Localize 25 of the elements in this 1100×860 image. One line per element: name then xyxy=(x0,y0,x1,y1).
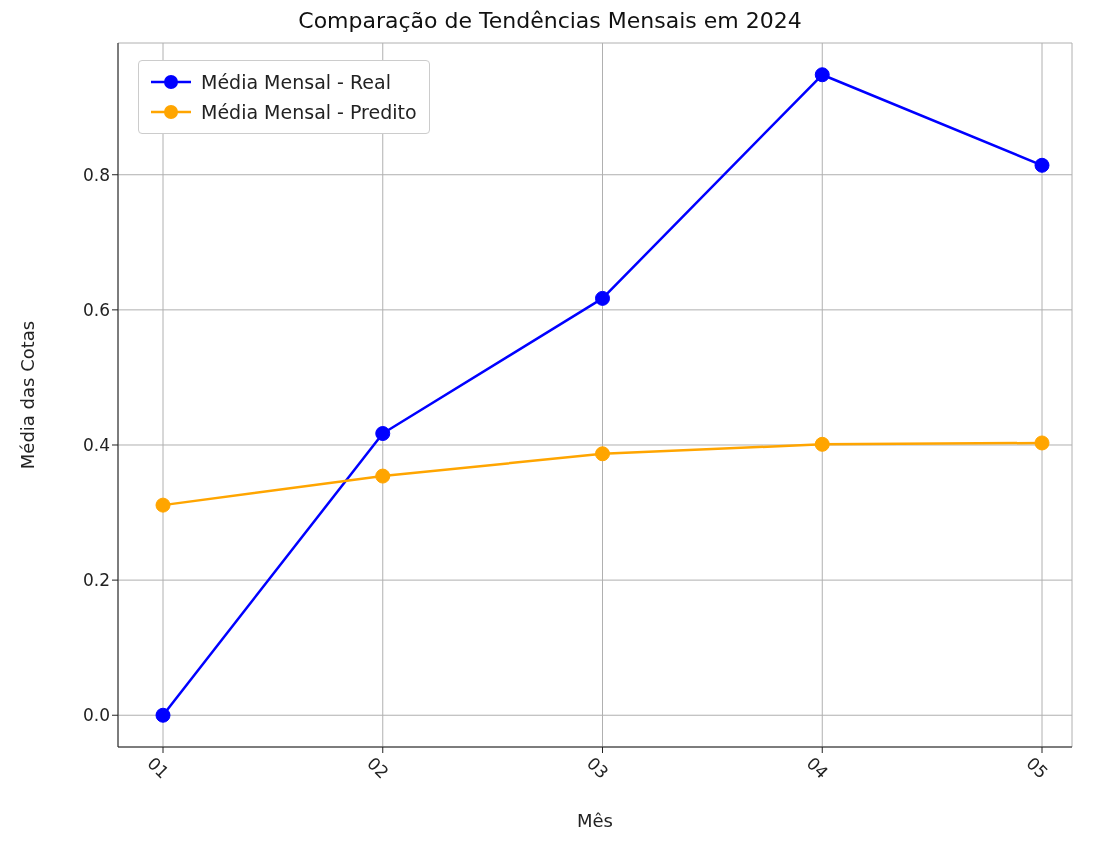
legend-label: Média Mensal - Predito xyxy=(201,100,417,125)
y-axis-title: Média das Cotas xyxy=(17,320,39,470)
x-tick-label: 05 xyxy=(1022,753,1052,783)
y-tick-label: 0.0 xyxy=(82,705,110,726)
y-tick-label: 0.6 xyxy=(82,299,110,320)
point xyxy=(814,67,830,83)
point xyxy=(814,436,830,452)
y-tick-label: 0.4 xyxy=(82,435,110,456)
point xyxy=(375,426,391,442)
x-tick-label: 02 xyxy=(363,753,393,783)
point xyxy=(375,468,391,484)
point xyxy=(1034,157,1050,173)
x-tick-label: 04 xyxy=(802,753,833,783)
chart-title: Comparação de Tendências Mensais em 2024 xyxy=(297,8,803,33)
legend-label: Média Mensal - Real xyxy=(201,70,391,95)
x-axis-title: Mês xyxy=(577,810,613,831)
y-tick-label: 0.2 xyxy=(82,570,110,591)
x-tick-label: 01 xyxy=(143,753,173,783)
point xyxy=(595,290,610,306)
y-tick-label: 0.8 xyxy=(82,164,110,185)
point xyxy=(1034,435,1050,451)
point xyxy=(595,446,610,462)
point xyxy=(155,497,171,513)
point xyxy=(155,707,171,723)
x-tick-label: 03 xyxy=(582,753,613,783)
